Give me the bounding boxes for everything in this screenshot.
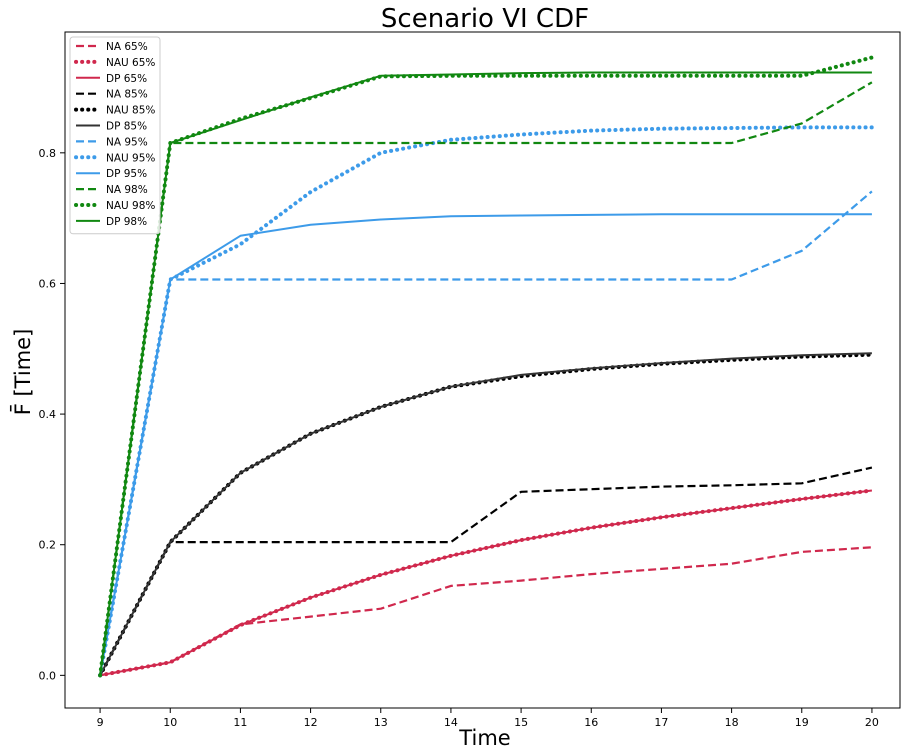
- x-tick-label: 10: [163, 716, 177, 729]
- legend-entry-na-98: NA 98%: [106, 184, 148, 196]
- series-line-dp-95: [99, 213, 872, 676]
- series-line-na-98: [99, 81, 873, 676]
- series-line-nau-98: [98, 55, 874, 678]
- legend-entry-na-65: NA 65%: [106, 41, 148, 53]
- x-tick-label: 11: [233, 716, 247, 729]
- x-tick-label: 15: [514, 716, 528, 729]
- legend-entry-dp-95: DP 95%: [106, 168, 147, 180]
- legend: NA 65% NAU 65% DP 65% NA 85% NAU 85% DP 85% NA…: [69, 36, 161, 235]
- series-line-dp-98: [99, 71, 872, 676]
- x-tick-label: 20: [865, 716, 879, 729]
- legend-entry-nau-95: NAU 95%: [106, 152, 155, 164]
- axes: 9 10 11 12 13 14 15 16 17 18 19 20 0.0 0.2 0.4 0.6 0.8: [39, 31, 901, 729]
- x-tick-label: 12: [304, 716, 318, 729]
- x-tick-label: 17: [654, 716, 668, 729]
- x-tick-label: 19: [795, 716, 809, 729]
- legend-entry-dp-98: DP 98%: [106, 216, 147, 228]
- x-axis-label: Time: [458, 726, 510, 748]
- series-line-nau-85: [98, 352, 874, 678]
- x-tick-label: 14: [444, 716, 458, 729]
- chart-title: Scenario VI CDF: [381, 4, 589, 34]
- y-tick-label: 0.6: [39, 277, 57, 290]
- legend-entry-nau-85: NAU 85%: [106, 105, 155, 117]
- legend-entry-na-95: NA 95%: [106, 136, 148, 148]
- series-line-na-85: [99, 466, 873, 676]
- series-line-dp-65: [99, 489, 873, 677]
- legend-box: [69, 36, 161, 235]
- x-tick-label: 13: [374, 716, 388, 729]
- plot-frame: [64, 31, 901, 709]
- series-line-na-95: [99, 190, 873, 676]
- series-line-nau-95: [98, 125, 874, 678]
- y-axis-label: F̄ [Time]: [10, 329, 35, 416]
- legend-entry-dp-65: DP 65%: [106, 73, 147, 85]
- y-tick-label: 0.2: [39, 539, 57, 552]
- series-line-dp-85: [99, 352, 872, 676]
- series-line-na-65: [99, 546, 872, 677]
- plot-area: [98, 55, 874, 678]
- x-tick-label: 16: [584, 716, 598, 729]
- y-tick-label: 0.4: [39, 408, 57, 421]
- y-tick-label: 0.8: [39, 147, 57, 160]
- y-tick-label: 0.0: [39, 669, 57, 682]
- legend-entry-na-85: NA 85%: [106, 89, 148, 101]
- legend-entry-dp-85: DP 85%: [106, 121, 147, 133]
- legend-entry-nau-65: NAU 65%: [106, 57, 155, 69]
- x-tick-label: 18: [725, 716, 739, 729]
- x-tick-label: 9: [97, 716, 104, 729]
- legend-entry-nau-98: NAU 98%: [106, 200, 155, 212]
